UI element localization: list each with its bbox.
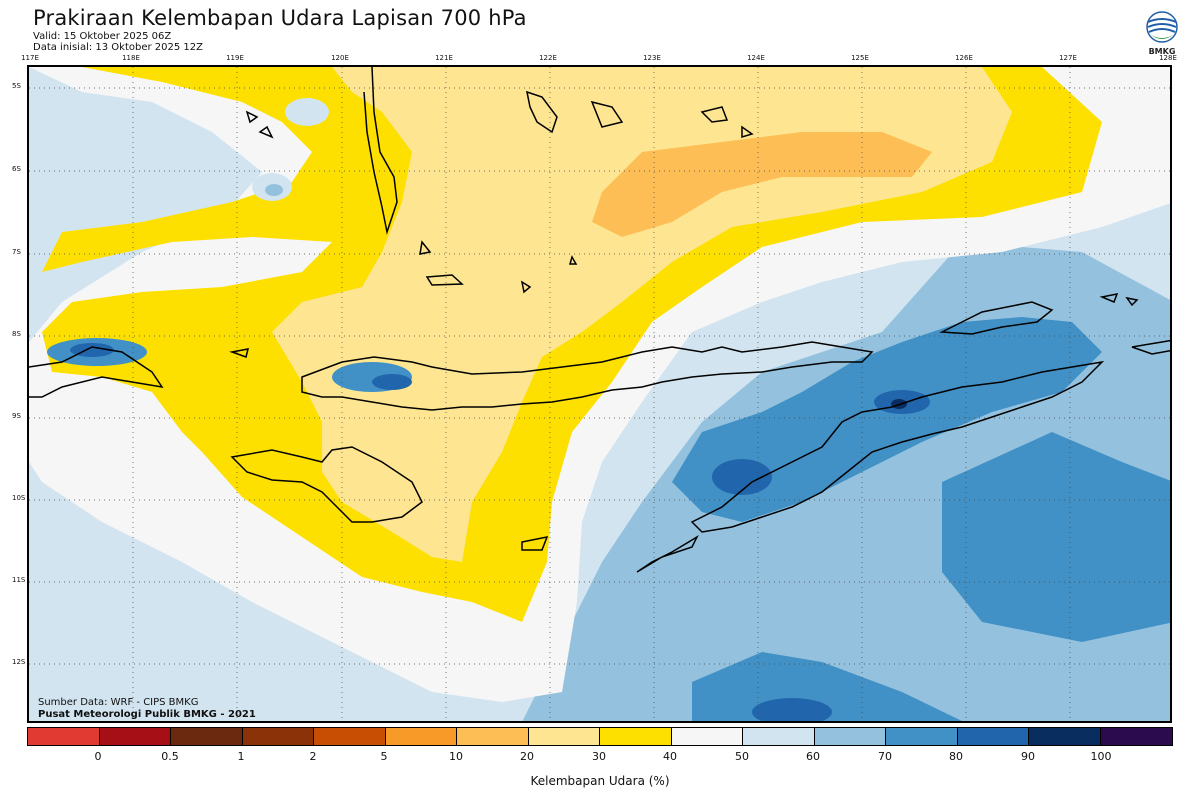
field-20-30 <box>272 67 1012 562</box>
humidity-field <box>29 67 1170 721</box>
coast-buton-2 <box>590 100 624 128</box>
cbar-tick-80: 80 <box>949 750 963 763</box>
cbar-swatch-4 <box>314 728 386 745</box>
cbar-tick-70: 70 <box>878 750 892 763</box>
cbar-swatch-13 <box>957 728 1029 745</box>
coastlines <box>29 67 1170 573</box>
cbar-swatch-6 <box>457 728 529 745</box>
cbar-swatch-0 <box>28 728 100 745</box>
field-70-80-east <box>672 317 1102 522</box>
field-60-70-n3 <box>265 184 283 196</box>
cbar-tick-0: 0 <box>94 750 102 763</box>
coast-wetar <box>1131 339 1170 355</box>
humidity-map[interactable] <box>27 65 1172 723</box>
lat-label-6s: 6S <box>12 165 21 173</box>
lat-label-5s: 5S <box>12 82 21 90</box>
lat-label-12s: 12S <box>12 658 26 666</box>
cbar-tick-20: 20 <box>520 750 534 763</box>
lon-label-120e: 120E <box>331 54 349 62</box>
cbar-tick-60: 60 <box>806 750 820 763</box>
cbar-tick-10: 10 <box>449 750 463 763</box>
field-10-20 <box>592 132 932 237</box>
cbar-tick-100: 100 <box>1090 750 1112 763</box>
coast-timor <box>690 360 1105 533</box>
coast-rote <box>636 535 699 573</box>
lat-label-8s: 8S <box>12 330 21 338</box>
bmkg-logo: BMKG <box>1146 11 1178 56</box>
coast-alor <box>939 301 1054 335</box>
cbar-tick-40: 40 <box>663 750 677 763</box>
field-80-90-south <box>752 698 832 721</box>
source-text: Sumber Data: WRF - CIPS BMKG <box>38 697 199 708</box>
field-80-90-timor <box>712 459 772 495</box>
coast-flores-isl <box>425 274 464 286</box>
cbar-swatch-11 <box>814 728 886 745</box>
lon-label-117e: 117E <box>21 54 39 62</box>
cbar-swatch-8 <box>600 728 672 745</box>
lat-label-7s: 7S <box>12 248 21 256</box>
cbar-swatch-2 <box>171 728 243 745</box>
coast-sulawesi-sw <box>245 110 274 139</box>
cbar-tick-1: 1 <box>237 750 245 763</box>
coast-sumbawa <box>301 341 874 411</box>
lon-label-125e: 125E <box>851 54 869 62</box>
cbar-tick-90: 90 <box>1021 750 1035 763</box>
lon-label-127e: 127E <box>1059 54 1077 62</box>
coast-buton <box>526 90 558 134</box>
cbar-swatch-3 <box>242 728 314 745</box>
lat-label-9s: 9S <box>12 412 21 420</box>
field-80-90-west <box>70 343 114 357</box>
coast-lombok <box>29 346 164 398</box>
map-title: Prakiraan Kelembapan Udara Lapisan 700 h… <box>33 6 527 30</box>
cbar-swatch-7 <box>528 728 600 745</box>
coast-sulawesi-south <box>363 67 398 235</box>
lon-label-118e: 118E <box>122 54 140 62</box>
lat-label-10s: 10S <box>12 494 26 502</box>
coast-north-isles <box>700 106 754 139</box>
lon-label-124e: 124E <box>747 54 765 62</box>
cbar-tick-2: 2 <box>309 750 317 763</box>
coast-bali-small <box>229 348 250 358</box>
cbar-tick-50: 50 <box>735 750 749 763</box>
lon-label-122e: 122E <box>539 54 557 62</box>
lon-label-119e: 119E <box>226 54 244 62</box>
cbar-swatch-5 <box>385 728 457 745</box>
field-50-60-n1 <box>285 98 329 126</box>
cbar-tick-5: 5 <box>380 750 388 763</box>
coast-sumba <box>230 446 423 523</box>
coast-sabu <box>521 535 549 551</box>
lon-label-128e: 128E <box>1159 54 1177 62</box>
graticule <box>29 67 1170 721</box>
lon-label-121e: 121E <box>435 54 453 62</box>
cbar-tick-30: 30 <box>592 750 606 763</box>
center-text: Pusat Meteorologi Publik BMKG - 2021 <box>38 709 256 720</box>
colorbar-title: Kelembapan Udara (%) <box>530 774 670 788</box>
field-70-80-south <box>692 652 962 721</box>
initial-time: Data inisial: 13 Oktober 2025 12Z <box>33 42 203 53</box>
coast-center-isles <box>520 255 578 294</box>
valid-time: Valid: 15 Oktober 2025 06Z <box>33 31 172 42</box>
lon-label-123e: 123E <box>643 54 661 62</box>
cbar-swatch-1 <box>99 728 171 745</box>
coast-selayar <box>419 240 432 255</box>
cbar-swatch-14 <box>1029 728 1101 745</box>
cbar-tick-0.5: 0.5 <box>161 750 179 763</box>
cbar-swatch-12 <box>886 728 958 745</box>
lon-label-126e: 126E <box>955 54 973 62</box>
cbar-swatch-10 <box>743 728 815 745</box>
coast-east-isles <box>1099 292 1139 307</box>
logo-text: BMKG <box>1149 47 1176 56</box>
cbar-swatch-15 <box>1100 728 1172 745</box>
lat-label-11s: 11S <box>12 576 26 584</box>
colorbar <box>27 727 1173 746</box>
cbar-swatch-9 <box>671 728 743 745</box>
field-80-90-sumbawa <box>372 374 412 390</box>
field-70-80-southeast <box>942 432 1170 642</box>
